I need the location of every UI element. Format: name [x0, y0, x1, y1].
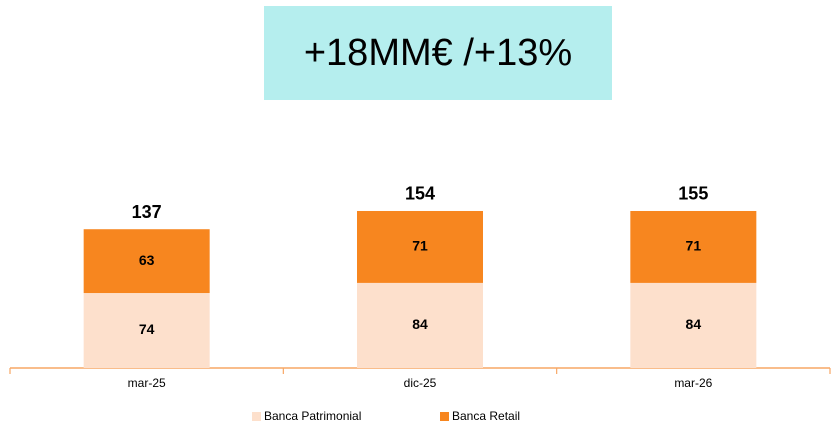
- annotation-box: [264, 6, 612, 100]
- legend-swatch: [252, 412, 261, 421]
- data-label: 71: [412, 238, 428, 254]
- total-label: 154: [405, 184, 435, 204]
- annotation: +18MM€ /+13%: [304, 32, 572, 74]
- legend-label: Banca Retail: [452, 409, 520, 423]
- total-label: 155: [678, 184, 708, 204]
- bar-segment: [630, 282, 757, 368]
- bar-segment: [83, 229, 210, 294]
- x-tick-label: mar-25: [128, 376, 166, 390]
- legend-label: Banca Patrimonial: [264, 409, 361, 423]
- data-label: 74: [139, 321, 155, 337]
- bar-segment: [83, 293, 210, 368]
- x-tick-label: dic-25: [404, 376, 437, 390]
- legend-swatch: [440, 412, 449, 421]
- bar-segment: [630, 210, 757, 283]
- data-label: 84: [412, 316, 428, 332]
- total-label: 137: [132, 202, 162, 222]
- data-label: 71: [686, 238, 702, 254]
- bar-segment: [357, 210, 483, 283]
- data-label: 84: [686, 316, 702, 332]
- x-tick-label: mar-26: [674, 376, 712, 390]
- bar-segment: [357, 282, 483, 368]
- data-label: 63: [139, 252, 155, 268]
